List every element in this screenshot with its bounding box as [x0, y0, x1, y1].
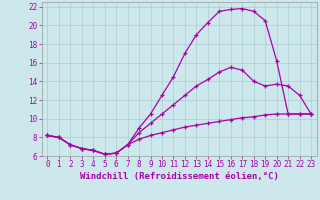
X-axis label: Windchill (Refroidissement éolien,°C): Windchill (Refroidissement éolien,°C)	[80, 172, 279, 181]
